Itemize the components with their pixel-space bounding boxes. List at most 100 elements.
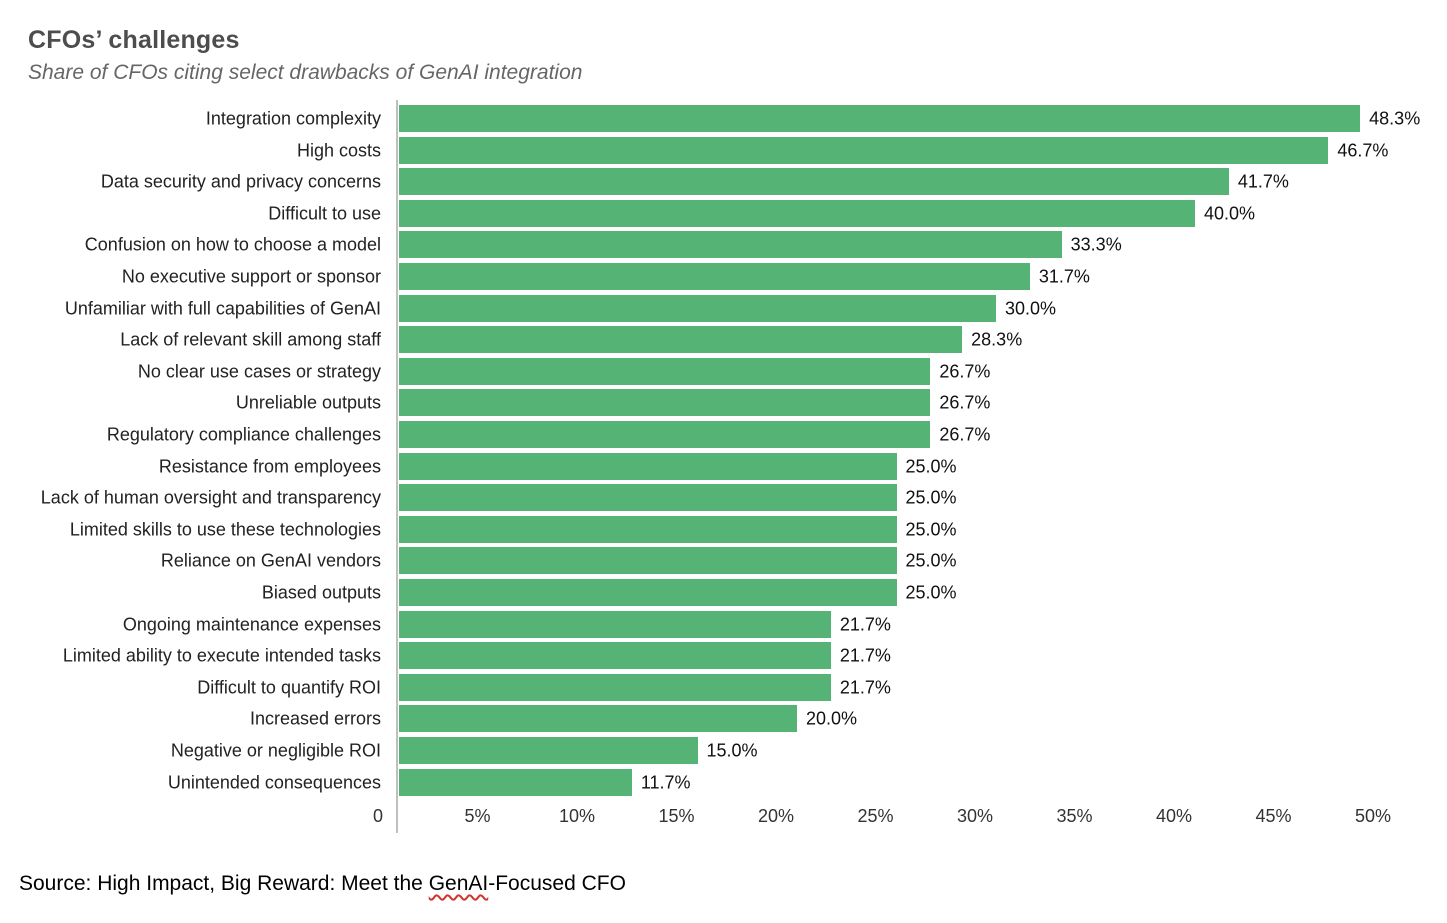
chart-row: Ongoing maintenance expenses 21.7%: [0, 609, 1447, 641]
bar: [399, 263, 1030, 290]
x-tick-label: 40%: [1155, 806, 1193, 826]
bar-chart: Integration complexity 48.3% High costs 46.…: [0, 100, 1447, 833]
bar: [399, 105, 1361, 132]
value-label: 31.7%: [1038, 266, 1090, 287]
bar: [399, 705, 797, 733]
chart-row: Reliance on GenAI vendors 25.0%: [0, 545, 1447, 577]
bar: [399, 452, 897, 480]
source-text: Source: High Impact, Big Reward: Meet th…: [19, 872, 626, 896]
chart-row: Biased outputs 25.0%: [0, 577, 1447, 609]
value-label: 41.7%: [1237, 171, 1289, 192]
category-label: Unreliable outputs: [235, 392, 381, 413]
chart-row: Lack of human oversight and transparency…: [0, 482, 1447, 514]
category-label: Regulatory compliance challenges: [106, 424, 381, 445]
value-label: 25.0%: [905, 456, 957, 477]
bar: [399, 515, 897, 543]
bar: [399, 389, 931, 417]
category-label: Reliance on GenAI vendors: [160, 550, 381, 571]
value-label: 30.0%: [1005, 298, 1057, 319]
chart-row: No executive support or sponsor 31.7%: [0, 261, 1447, 293]
value-label: 21.7%: [839, 614, 891, 635]
value-label: 21.7%: [839, 645, 891, 666]
bar: [399, 168, 1229, 196]
category-label: Difficult to use: [268, 203, 381, 224]
category-label: Lack of human oversight and transparency: [40, 487, 381, 508]
value-label: 48.3%: [1369, 108, 1421, 129]
bar: [399, 421, 931, 448]
category-label: Difficult to quantify ROI: [197, 677, 381, 698]
bar: [399, 547, 897, 575]
value-label: 28.3%: [971, 329, 1023, 350]
value-label: 26.7%: [939, 361, 991, 382]
value-label: 21.7%: [839, 677, 891, 698]
bar: [399, 673, 831, 701]
x-tick-label: 35%: [1056, 806, 1093, 826]
value-label: 26.7%: [939, 424, 991, 445]
category-label: Increased errors: [249, 708, 381, 729]
value-label: 46.7%: [1337, 140, 1389, 161]
bar: [399, 326, 963, 354]
bar: [399, 610, 831, 638]
chart-row: Limited skills to use these technologies…: [0, 514, 1447, 546]
y-axis-line: [396, 100, 398, 833]
value-label: 40.0%: [1204, 203, 1256, 224]
bar: [399, 136, 1329, 164]
chart-row: Difficult to use 40.0%: [0, 198, 1447, 230]
category-label: Lack of relevant skill among staff: [120, 329, 381, 350]
chart-row: Lack of relevant skill among staff 28.3%: [0, 324, 1447, 356]
bar: [399, 294, 996, 322]
category-label: Unfamiliar with full capabilities of Gen…: [64, 298, 381, 319]
x-tick-label: 15%: [658, 806, 695, 826]
x-tick-label: 0: [372, 806, 384, 826]
x-tick-label: 10%: [558, 806, 596, 826]
value-label: 25.0%: [905, 487, 957, 508]
category-label: Biased outputs: [261, 582, 381, 603]
bar: [399, 768, 632, 796]
value-label: 11.7%: [640, 772, 691, 793]
source-prefix: Source: High Impact, Big Reward: Meet th…: [19, 872, 429, 895]
bar: [399, 199, 1195, 227]
x-tick-label: 45%: [1255, 806, 1292, 826]
misspelled-word: GenAI: [428, 872, 489, 895]
x-tick-label: 50%: [1354, 806, 1392, 826]
chart-row: Confusion on how to choose a model 33.3%: [0, 229, 1447, 261]
category-label: Negative or negligible ROI: [170, 740, 381, 761]
category-label: Ongoing maintenance expenses: [122, 614, 381, 635]
chart-row: Integration complexity 48.3%: [0, 103, 1447, 135]
value-label: 20.0%: [806, 708, 858, 729]
category-label: High costs: [296, 140, 381, 161]
category-label: Confusion on how to choose a model: [84, 234, 381, 255]
value-label: 15.0%: [706, 740, 758, 761]
x-tick-label: 25%: [857, 806, 894, 826]
category-label: Integration complexity: [205, 108, 381, 129]
chart-row: High costs 46.7%: [0, 135, 1447, 167]
chart-row: Unintended consequences 11.7%: [0, 767, 1447, 799]
bar: [399, 484, 897, 512]
bar: [399, 231, 1062, 259]
chart-row: Resistance from employees 25.0%: [0, 451, 1447, 483]
x-tick-label: 20%: [757, 806, 795, 826]
page-subtitle: Share of CFOs citing select drawbacks of…: [28, 61, 583, 84]
x-tick-label: 30%: [956, 806, 994, 826]
bar: [399, 579, 897, 606]
bar: [399, 737, 698, 764]
category-label: Resistance from employees: [158, 456, 381, 477]
value-label: 25.0%: [905, 582, 957, 603]
x-tick-label: 5%: [464, 806, 491, 826]
chart-row: Unreliable outputs 26.7%: [0, 387, 1447, 419]
category-label: No executive support or sponsor: [121, 266, 381, 287]
chart-row: Regulatory compliance challenges 26.7%: [0, 419, 1447, 451]
category-label: No clear use cases or strategy: [137, 361, 381, 382]
page-title: CFOs’ challenges: [28, 26, 240, 54]
value-label: 26.7%: [939, 392, 991, 413]
chart-row: Difficult to quantify ROI 21.7%: [0, 672, 1447, 704]
source-suffix: -Focused CFO: [488, 872, 626, 895]
value-label: 25.0%: [905, 550, 957, 571]
bar: [399, 357, 931, 385]
value-label: 25.0%: [905, 519, 957, 540]
chart-row: Unfamiliar with full capabilities of Gen…: [0, 293, 1447, 325]
chart-row: No clear use cases or strategy 26.7%: [0, 356, 1447, 388]
chart-row: Data security and privacy concerns 41.7%: [0, 166, 1447, 198]
chart-row: Negative or negligible ROI 15.0%: [0, 735, 1447, 767]
